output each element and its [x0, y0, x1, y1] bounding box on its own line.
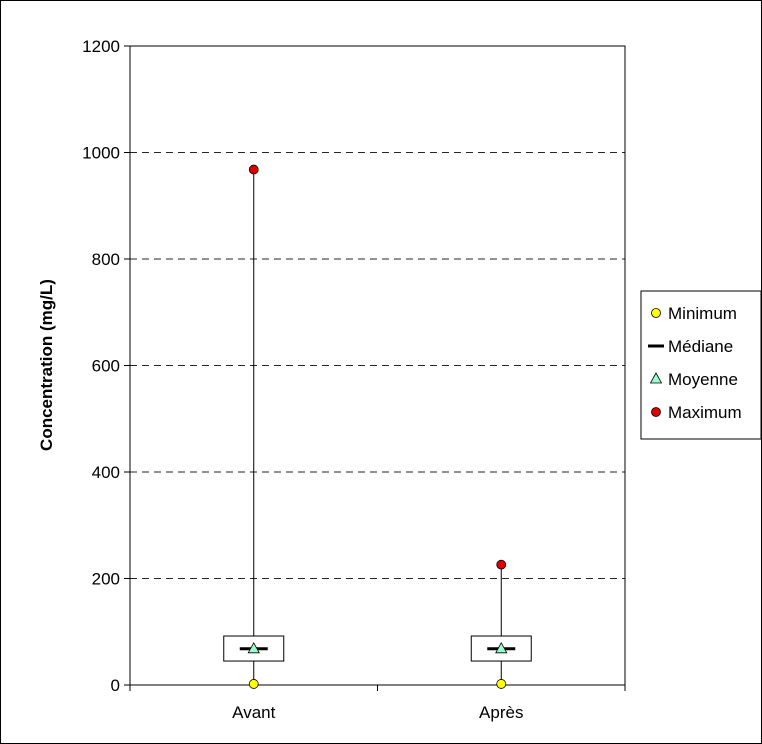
- x-category-label: Avant: [232, 703, 275, 722]
- legend-symbol-3: [651, 407, 661, 417]
- y-tick-label: 800: [92, 250, 120, 269]
- y-axis-label: Concentration (mg/L): [37, 279, 56, 451]
- y-tick-label: 600: [92, 357, 120, 376]
- maximum-marker: [248, 164, 259, 175]
- y-tick-label: 1200: [82, 37, 120, 56]
- y-tick-label: 1000: [82, 144, 120, 163]
- y-tick-label: 400: [92, 463, 120, 482]
- y-tick-label: 200: [92, 570, 120, 589]
- mean-marker: [495, 641, 508, 654]
- maximum-marker: [496, 559, 507, 570]
- legend-label-1: Médiane: [668, 337, 733, 356]
- y-tick-label: 0: [111, 676, 120, 695]
- legend-box: [640, 290, 762, 440]
- minimum-marker: [496, 679, 507, 689]
- y-axis: 0 200 400 600 800 1000 1200: [82, 37, 130, 695]
- legend-label-3: Maximum: [668, 403, 742, 422]
- x-category-label: Après: [479, 703, 523, 722]
- gridlines: [130, 152, 625, 579]
- legend-symbol-0: [651, 308, 661, 318]
- legend-symbol-2: [649, 372, 663, 384]
- legend-label-0: Minimum: [668, 304, 737, 323]
- chart-marks: [223, 164, 532, 689]
- legend: Minimum Médiane Moyenne Maximum: [640, 290, 762, 440]
- mean-marker: [247, 641, 260, 654]
- x-axis: Avant Après: [129, 685, 626, 722]
- minimum-marker: [248, 679, 259, 689]
- legend-label-2: Moyenne: [668, 370, 738, 389]
